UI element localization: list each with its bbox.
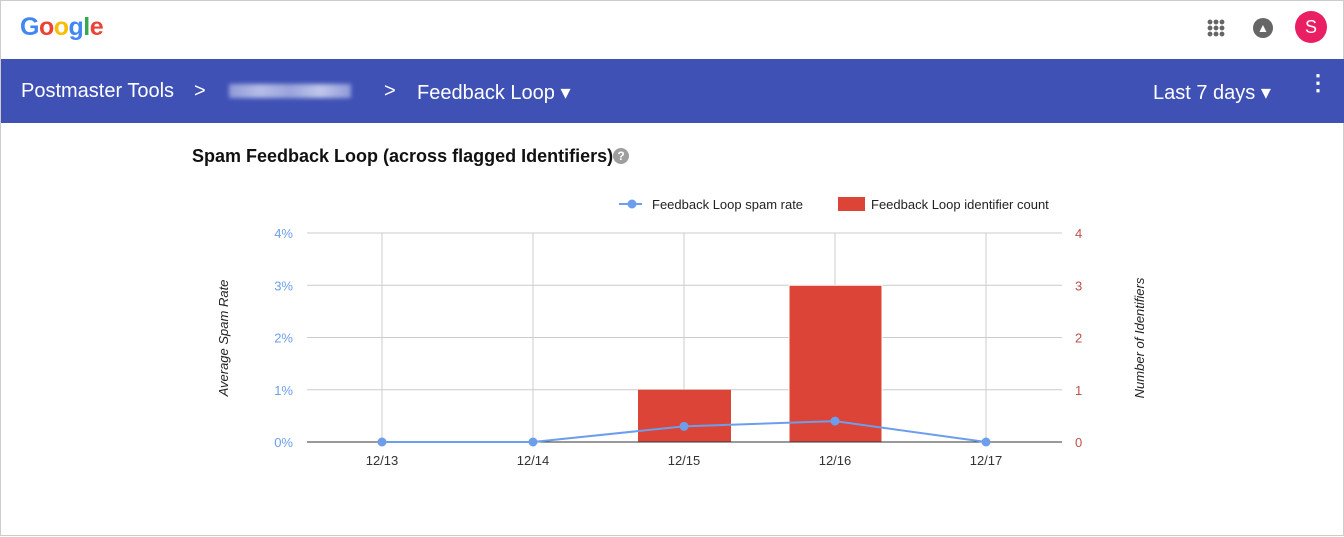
breadcrumb-app[interactable]: Postmaster Tools xyxy=(21,80,175,102)
google-logo[interactable]: Google xyxy=(20,13,104,41)
y-tick-right: 1 xyxy=(1075,383,1082,398)
legend-bar-icon xyxy=(838,197,865,211)
breadcrumb-separator: > xyxy=(194,80,206,102)
spam-rate-point xyxy=(528,437,538,447)
y-tick-right: 4 xyxy=(1075,226,1082,241)
spam-rate-point xyxy=(679,421,689,431)
y-tick-left: 4% xyxy=(274,226,293,241)
legend-line-icon xyxy=(627,199,637,209)
apps-grid-icon[interactable] xyxy=(1207,19,1225,37)
y-tick-left: 0% xyxy=(274,435,293,450)
bar xyxy=(638,389,731,442)
avatar[interactable]: S xyxy=(1295,11,1327,43)
chart-title: Spam Feedback Loop (across flagged Ident… xyxy=(192,146,630,167)
x-tick-label: 12/14 xyxy=(517,453,550,468)
legend-label: Feedback Loop spam rate xyxy=(652,197,803,212)
breadcrumb-domain-redacted[interactable] xyxy=(229,84,351,98)
y-tick-right: 2 xyxy=(1075,331,1082,346)
x-tick-label: 12/16 xyxy=(819,453,852,468)
spam-rate-point xyxy=(377,437,387,447)
notifications-bell-icon[interactable]: ▲ xyxy=(1253,18,1273,38)
spam-rate-point xyxy=(981,437,991,447)
x-tick-label: 12/13 xyxy=(366,453,399,468)
y-tick-left: 1% xyxy=(274,383,293,398)
y-tick-right: 0 xyxy=(1075,435,1082,450)
legend-label: Feedback Loop identifier count xyxy=(871,197,1049,212)
nav-bar: Postmaster Tools > > Feedback Loop ▾ Las… xyxy=(1,59,1344,123)
x-tick-label: 12/15 xyxy=(668,453,701,468)
y-axis-label-right: Number of Identifiers xyxy=(1132,277,1147,398)
y-tick-right: 3 xyxy=(1075,278,1082,293)
y-axis-label-left: Average Spam Rate xyxy=(216,280,231,398)
bar xyxy=(788,284,883,443)
y-tick-left: 2% xyxy=(274,331,293,346)
help-icon[interactable]: ? xyxy=(613,148,630,164)
x-tick-label: 12/17 xyxy=(970,453,1003,468)
y-tick-left: 3% xyxy=(274,278,293,293)
spam-rate-point xyxy=(830,416,840,426)
date-range-dropdown[interactable]: Last 7 days ▾ xyxy=(1153,82,1271,104)
top-bar: Google ▲ S xyxy=(1,1,1343,59)
page-dropdown[interactable]: Feedback Loop ▾ xyxy=(417,82,571,104)
breadcrumb-separator: > xyxy=(384,80,396,102)
